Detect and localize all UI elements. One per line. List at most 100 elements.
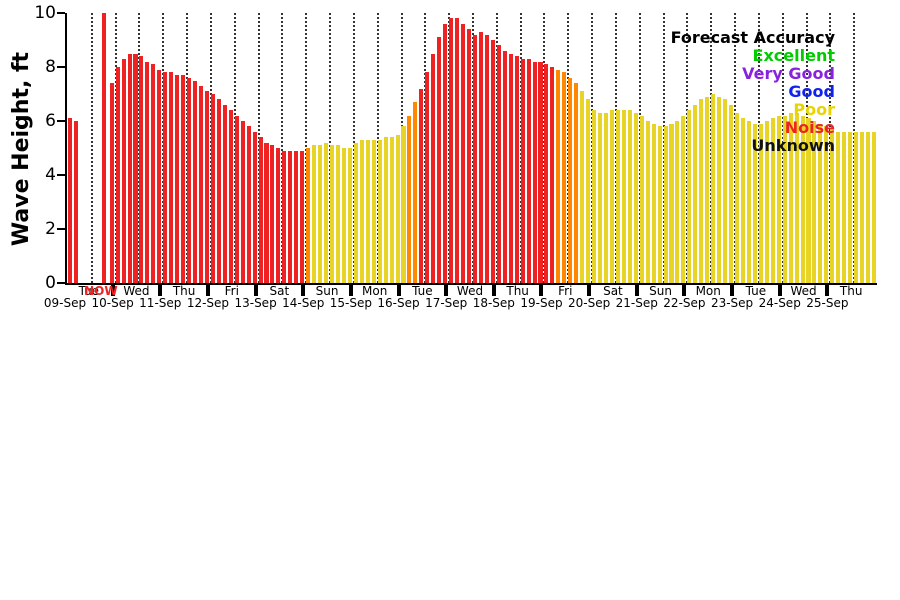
wave-bar [371, 139, 376, 283]
wave-bar [735, 112, 740, 283]
date-label: 18-Sep [472, 296, 515, 310]
wave-bar [651, 123, 656, 283]
wave-bar [818, 123, 823, 283]
x-tick [444, 283, 449, 296]
wave-bar [413, 102, 418, 283]
y-tick-mark [57, 228, 65, 230]
weekday-label: Sun [315, 284, 339, 298]
wave-bar [598, 112, 603, 283]
date-label: 14-Sep [282, 296, 325, 310]
wave-bar [73, 121, 78, 283]
wave-bar [347, 148, 352, 283]
wave-bar [717, 96, 722, 283]
wave-bar [187, 77, 192, 283]
wave-bar [675, 121, 680, 283]
wave-bar [800, 115, 805, 283]
date-label: 22-Sep [663, 296, 706, 310]
wave-bar [234, 115, 239, 283]
wave-bar [687, 110, 692, 283]
wave-bar [574, 83, 579, 283]
wave-bar [603, 112, 609, 283]
x-tick [682, 283, 687, 296]
y-tick-label: 8 [45, 57, 56, 77]
wave-bar [466, 29, 472, 283]
weekday-label: Thu [172, 284, 196, 298]
y-tick-label: 0 [45, 273, 56, 293]
weekday-label: Sat [269, 284, 290, 298]
wave-bar [866, 131, 871, 283]
wave-bar [556, 69, 561, 283]
date-label: 20-Sep [568, 296, 611, 310]
wave-bar [198, 85, 204, 283]
wave-bar [550, 67, 555, 283]
wave-bar [306, 148, 311, 283]
wave-bar [752, 123, 757, 283]
wave-bar [264, 142, 269, 283]
y-tick-label: 2 [45, 219, 56, 239]
x-tick [110, 283, 115, 296]
wave-bar [836, 131, 841, 283]
wave-bar [508, 53, 513, 283]
wave-bar [127, 53, 132, 283]
wave-bar [246, 126, 251, 283]
weekday-label: Fri [558, 284, 573, 298]
wave-bar [341, 148, 346, 283]
wave-bar [461, 23, 466, 283]
date-label: 13-Sep [234, 296, 277, 310]
y-tick-mark [57, 282, 65, 284]
x-tick [587, 283, 592, 296]
wave-bar [258, 137, 263, 283]
date-label: 12-Sep [186, 296, 230, 310]
x-tick [396, 283, 401, 296]
legend-entry-good: Good [788, 82, 835, 101]
weekday-label: Tue [78, 284, 100, 298]
y-tick-mark [57, 174, 65, 176]
wave-bar [544, 64, 549, 283]
wave-bar [478, 31, 483, 283]
date-label: 09-Sep [43, 296, 87, 310]
wave-bar [383, 137, 388, 283]
wave-bar [353, 142, 358, 283]
wave-bar [210, 94, 215, 283]
wave-bar [365, 139, 370, 283]
wave-bar [407, 115, 412, 283]
wave-bar [502, 50, 507, 283]
x-tick [348, 283, 353, 296]
wave-bar [109, 83, 114, 283]
legend-title: Forecast Accuracy [670, 28, 835, 47]
y-tick-mark [57, 12, 65, 14]
legend-entry-poor: Poor [793, 100, 835, 119]
plot-area: Forecast Accuracy Excellent Very Good Good… [65, 13, 877, 285]
weekday-label: Wed [123, 284, 150, 298]
wave-bar [746, 121, 751, 283]
wave-bar [222, 104, 227, 283]
y-tick-mark [57, 66, 65, 68]
wave-bar [806, 118, 811, 283]
wave-bar [854, 131, 859, 283]
wave-bar [359, 139, 364, 283]
weekday-label: Tue [745, 284, 767, 298]
wave-bar [300, 150, 305, 283]
weekday-label: Tue [412, 284, 433, 298]
wave-bar [615, 110, 620, 283]
wave-bar [788, 112, 793, 283]
x-tick [539, 283, 544, 296]
wave-bar [723, 99, 728, 283]
wave-bar [330, 145, 335, 283]
wave-bar [871, 131, 877, 283]
weekday-label: Sun [649, 284, 672, 298]
wave-bar [395, 134, 400, 283]
wave-bar [532, 61, 537, 283]
wave-bar [193, 80, 198, 283]
wave-bar [282, 150, 287, 283]
wave-bar [627, 110, 632, 283]
wave-bar [276, 148, 281, 283]
weekday-label: Thu [839, 284, 863, 298]
wave-bar [681, 115, 686, 283]
wave-bar [121, 58, 126, 283]
wave-bar [520, 58, 525, 283]
x-tick [491, 283, 496, 296]
wave-bar [318, 145, 323, 283]
date-label: 17-Sep [425, 296, 468, 310]
